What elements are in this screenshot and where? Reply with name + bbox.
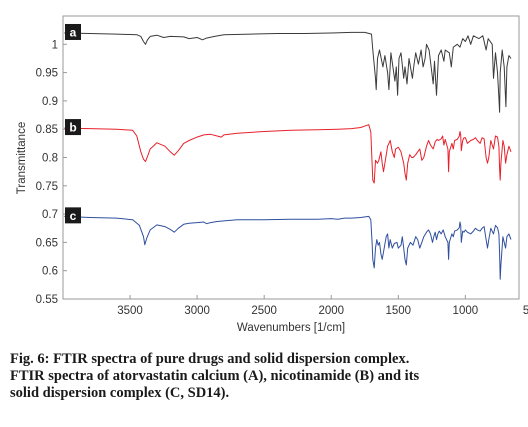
x-tick-label: 3500: [117, 305, 143, 317]
ftir-chart: 0.55 0.6 0.65 0.7 0.75 0.8 0.85 0.9 0.95 1 3500 30…: [16, 15, 528, 334]
y-tick-label: 0.6: [42, 266, 58, 278]
x-axis-ticks: 3500 3000 2500 2000 1500 1000 500: [117, 295, 528, 317]
x-tick-label: 1500: [385, 305, 411, 317]
y-tick-label: 0.65: [36, 237, 58, 249]
spectrum-line-c: [64, 215, 512, 280]
y-tick-label: 0.9: [42, 96, 58, 108]
x-tick-label: 500: [523, 305, 528, 317]
x-tick-label: 2500: [251, 305, 277, 317]
y-axis-ticks: 0.55 0.6 0.65 0.7 0.75 0.8 0.85 0.9 0.95 1: [36, 39, 67, 306]
panel-label-box-c: [65, 207, 81, 224]
y-tick-label: 0.55: [36, 294, 58, 306]
caption-line-1: Fig. 6: FTIR spectra of pure drugs and s…: [10, 351, 410, 367]
x-tick-label: 3000: [184, 305, 210, 317]
y-tick-label: 0.95: [36, 68, 58, 80]
figure-caption: Fig. 6: FTIR spectra of pure drugs and s…: [10, 351, 522, 402]
panel-label-box-b: [65, 119, 81, 136]
spectrum-line-a: [64, 31, 512, 113]
x-tick-label: 2000: [318, 305, 344, 317]
x-axis-title: Wavenumbers [1/cm]: [237, 322, 345, 334]
panel-label-b: b: [69, 121, 76, 135]
panel-label-box-a: [65, 23, 81, 40]
y-tick-label: 0.75: [36, 181, 58, 193]
series-layer: [64, 31, 512, 280]
panel-label-c: c: [70, 209, 77, 223]
y-tick-label: 0.7: [42, 209, 58, 221]
y-axis-title: Transmittance: [16, 122, 28, 194]
spectrum-line-b: [64, 124, 512, 184]
x-tick-label: 1000: [453, 305, 479, 317]
caption-line-2: FTIR spectra of atorvastatin calcium (A)…: [10, 368, 420, 384]
panel-label-a: a: [70, 25, 77, 39]
y-tick-label: 1: [52, 39, 58, 51]
y-tick-label: 0.85: [36, 124, 58, 136]
y-tick-label: 0.8: [42, 153, 58, 165]
caption-line-3: solid dispersion complex (C, SD14).: [10, 385, 230, 401]
panel-labels: a b c: [65, 23, 81, 224]
